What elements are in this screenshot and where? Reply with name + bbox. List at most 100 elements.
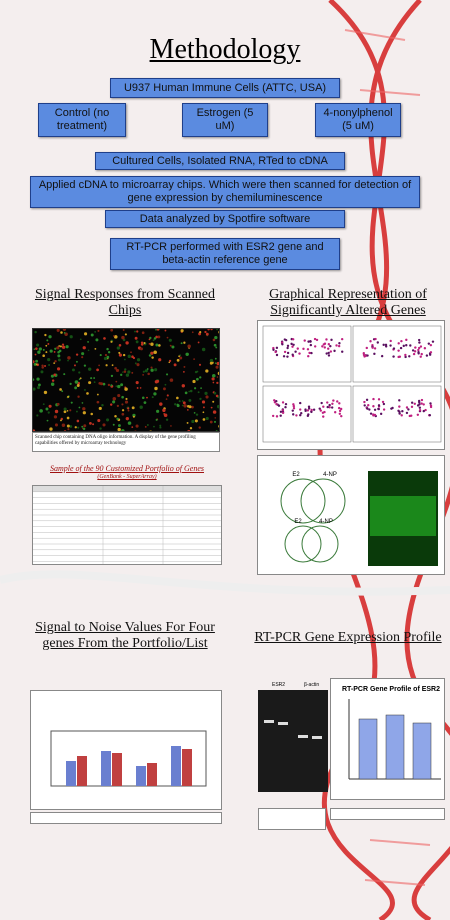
decoration: [193, 412, 196, 414]
decoration: [99, 427, 102, 430]
decoration: [74, 386, 78, 390]
decoration: [106, 355, 110, 359]
decoration: [116, 417, 119, 421]
decoration: [366, 354, 369, 357]
decoration: [163, 387, 166, 391]
decoration: [371, 346, 374, 349]
decoration: [201, 400, 206, 404]
decoration: [96, 368, 99, 372]
decoration: [170, 425, 172, 427]
decoration: [330, 338, 333, 342]
section-heading: Signal Responses from Scanned Chips: [34, 287, 216, 318]
decoration: [210, 406, 213, 409]
decoration: [82, 427, 86, 431]
decoration: [392, 347, 396, 350]
decoration: [120, 373, 123, 377]
decoration: [215, 394, 219, 398]
table-title: Sample of the 90 Customized Portfolio of…: [50, 464, 204, 473]
decoration: [159, 426, 162, 429]
decoration: [67, 356, 71, 360]
decoration: [205, 416, 209, 421]
decoration: [115, 380, 118, 383]
decoration: [199, 397, 202, 401]
decoration: [205, 395, 209, 399]
decoration: [131, 406, 135, 410]
decoration: [153, 337, 157, 340]
decoration: [212, 338, 216, 342]
decoration: [44, 364, 47, 368]
decoration: [179, 356, 183, 360]
decoration: [330, 406, 334, 409]
decoration: [382, 402, 386, 406]
decoration: [339, 407, 343, 411]
decoration: [389, 339, 392, 343]
decoration: [150, 342, 154, 346]
decoration: [117, 427, 121, 431]
decoration: [151, 356, 154, 359]
decoration: [214, 357, 217, 360]
decoration: [191, 331, 194, 334]
decoration: [33, 362, 37, 366]
decoration: [166, 336, 169, 339]
decoration: [188, 399, 192, 402]
decoration: [399, 346, 403, 350]
decoration: [79, 338, 82, 341]
decoration: [198, 332, 202, 336]
decoration: [125, 373, 130, 377]
decoration: [181, 384, 185, 388]
decoration: [127, 421, 132, 425]
decoration: [47, 358, 51, 362]
decoration: [107, 351, 111, 354]
decoration: [157, 335, 161, 339]
decoration: [214, 417, 217, 419]
flow-box: Control (no treatment): [38, 103, 126, 137]
decoration: [121, 412, 125, 416]
decoration: [272, 348, 275, 351]
decoration: [183, 341, 186, 344]
decoration: [56, 367, 61, 371]
decoration: [48, 335, 52, 339]
decoration: [155, 343, 159, 347]
decoration: [374, 337, 377, 341]
decoration: [51, 379, 55, 382]
decoration: [193, 358, 196, 361]
decoration: [405, 411, 409, 415]
decoration: [153, 425, 155, 428]
decoration: [78, 378, 81, 381]
decoration: [77, 426, 80, 429]
decoration: [352, 385, 442, 443]
decoration: [277, 404, 281, 407]
decoration: [166, 394, 169, 397]
decoration: [112, 396, 117, 401]
decoration: [139, 405, 143, 409]
decoration: [35, 347, 38, 350]
decoration: [307, 407, 311, 410]
decoration: [216, 376, 219, 378]
decoration: [98, 364, 100, 367]
decoration: [61, 345, 66, 349]
decoration: [372, 405, 375, 408]
decoration: [66, 409, 69, 412]
decoration: [117, 393, 121, 398]
decoration: [213, 420, 217, 423]
decoration: [198, 363, 202, 366]
decoration: [183, 365, 186, 368]
decoration: [367, 404, 370, 407]
decoration: [299, 408, 302, 411]
decoration: [424, 408, 427, 412]
decoration: [400, 414, 403, 417]
decoration: [331, 402, 334, 405]
decoration: [419, 355, 422, 358]
decoration: [196, 370, 199, 373]
flow-box: Applied cDNA to microarray chips. Which …: [30, 176, 420, 208]
decoration: [418, 409, 422, 412]
decoration: [338, 342, 341, 345]
decoration: [201, 347, 206, 352]
decoration: [328, 403, 331, 407]
decoration: [44, 333, 47, 337]
decoration: [61, 423, 66, 427]
decoration: [368, 408, 371, 411]
decoration: [152, 339, 155, 342]
decoration: [174, 403, 177, 406]
decoration: [63, 430, 67, 431]
